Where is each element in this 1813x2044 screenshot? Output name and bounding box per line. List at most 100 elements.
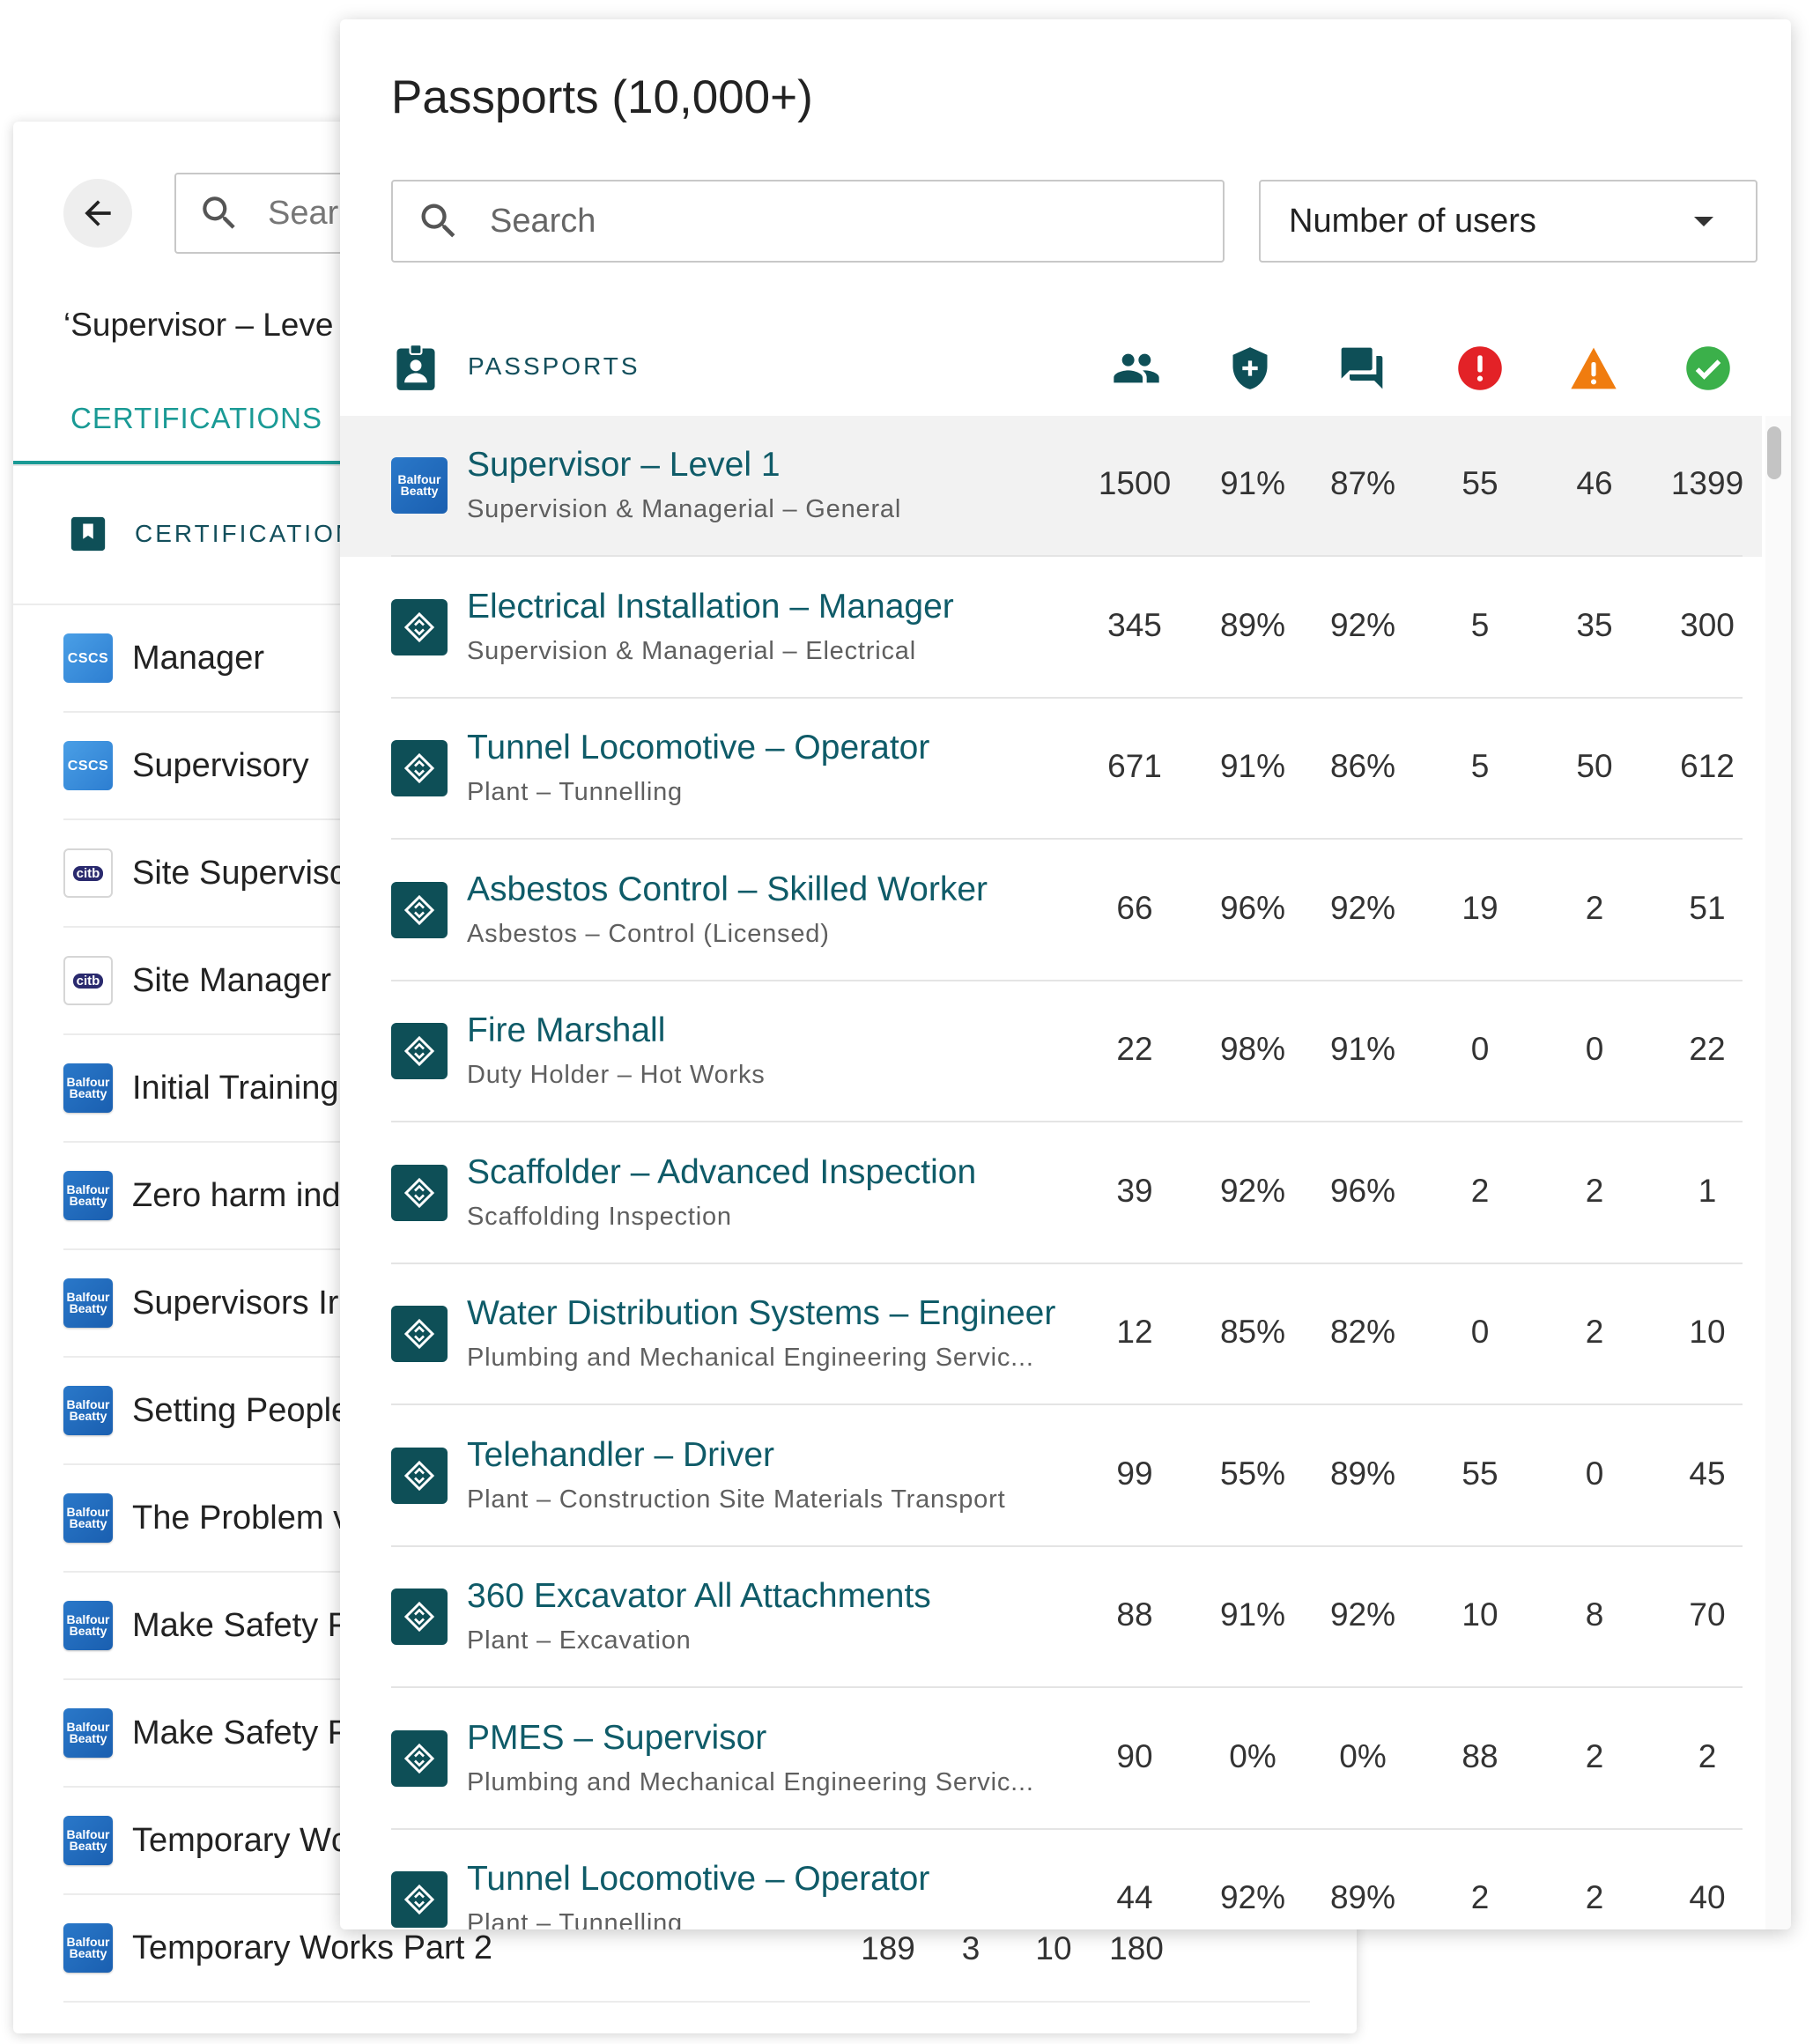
row-divider <box>391 980 1743 981</box>
scrollbar-thumb[interactable] <box>1767 426 1781 479</box>
passport-subtitle: Plant – Tunnelling <box>467 778 683 806</box>
valid-count: 40 <box>1689 1879 1726 1915</box>
passport-row[interactable]: Tunnel Locomotive – Operator Plant – Tunn… <box>340 699 1762 840</box>
row-divider <box>391 1403 1743 1405</box>
search-icon <box>421 204 455 238</box>
warning-count: 2 <box>1585 1879 1604 1915</box>
warning-count: 0 <box>1585 1031 1604 1067</box>
check-circle-icon <box>1684 344 1733 393</box>
search-placeholder: Search <box>490 202 596 240</box>
passport-subtitle: Plumbing and Mechanical Engineering Serv… <box>467 1768 1034 1796</box>
passport-row[interactable]: Asbestos Control – Skilled Worker Asbesto… <box>340 841 1762 981</box>
warning-count: 46 <box>1576 465 1613 501</box>
warning-count: 8 <box>1585 1596 1604 1633</box>
passport-row[interactable]: Tunnel Locomotive – Operator Plant – Tunn… <box>340 1830 1762 1929</box>
balfour-beatty-logo: Balfour Beatty <box>63 1923 113 1973</box>
stat-cell: 3 <box>961 1930 980 1966</box>
passport-title[interactable]: Telehandler – Driver <box>467 1436 775 1474</box>
warning-icon <box>1569 344 1618 393</box>
compliance-percent: 89% <box>1219 607 1286 643</box>
balfour-beatty-logo: Balfour Beatty <box>63 1493 113 1543</box>
passport-title[interactable]: Supervisor – Level 1 <box>467 446 781 484</box>
passport-subtitle: Scaffolding Inspection <box>467 1203 732 1231</box>
passport-title[interactable]: Asbestos Control – Skilled Worker <box>467 870 988 908</box>
passport-row[interactable]: Scaffolder – Advanced Inspection Scaffold… <box>340 1123 1762 1264</box>
users-count: 1500 <box>1098 465 1172 501</box>
users-icon <box>1112 344 1161 393</box>
passport-subtitle: Plant – Construction Site Materials Tran… <box>467 1485 1006 1514</box>
certification-row[interactable]: Balfour Beatty Temporary Works Part 2 189 3… <box>63 1895 1310 2003</box>
tab-certifications[interactable]: CERTIFICATIONS <box>70 402 322 434</box>
passports-search-input[interactable]: Search <box>391 180 1225 263</box>
passport-row[interactable]: Electrical Installation – Manager Supervi… <box>340 558 1762 699</box>
passport-icon <box>391 1306 448 1362</box>
passports-list: Balfour Beatty Supervisor – Level 1 Superv… <box>340 416 1791 1929</box>
passport-title[interactable]: Scaffolder – Advanced Inspection <box>467 1153 977 1191</box>
active-tab-indicator <box>13 461 366 464</box>
balfour-beatty-logo: Balfour Beatty <box>63 1601 113 1650</box>
error-count: 5 <box>1470 607 1490 643</box>
chat-icon <box>1337 344 1387 393</box>
certification-name: Make Safety F <box>132 1606 348 1644</box>
passport-subtitle: Supervision & Managerial – General <box>467 495 902 523</box>
passport-subtitle: Plant – Tunnelling <box>467 1909 683 1929</box>
sort-select-value: Number of users <box>1289 202 1536 240</box>
arrow-left-icon <box>85 200 111 226</box>
passports-column-header: PASSPORTS <box>340 319 1791 416</box>
passport-title[interactable]: Water Distribution Systems – Engineer <box>467 1294 1056 1332</box>
error-count: 55 <box>1462 1455 1498 1492</box>
engagement-percent: 91% <box>1329 1031 1396 1067</box>
passport-icon <box>391 1589 448 1645</box>
valid-count: 612 <box>1680 748 1735 784</box>
certification-name: Initial Training <box>132 1069 339 1107</box>
passport-row[interactable]: Telehandler – Driver Plant – Construction… <box>340 1406 1762 1547</box>
compliance-percent: 0% <box>1229 1738 1276 1774</box>
warning-count: 2 <box>1585 1314 1604 1350</box>
row-divider <box>391 1828 1743 1830</box>
row-divider <box>391 1263 1743 1264</box>
compliance-percent: 91% <box>1219 1596 1286 1633</box>
compliance-percent: 96% <box>1219 890 1286 926</box>
passport-title[interactable]: Electrical Installation – Manager <box>467 588 954 626</box>
passport-row[interactable]: Water Distribution Systems – Engineer Plu… <box>340 1264 1762 1405</box>
passport-title[interactable]: Fire Marshall <box>467 1011 666 1049</box>
passport-title[interactable]: Tunnel Locomotive – Operator <box>467 1860 930 1898</box>
certification-name: Site Manager <box>132 961 332 999</box>
error-count: 0 <box>1470 1031 1490 1067</box>
valid-count: 10 <box>1689 1314 1726 1350</box>
scrollbar-track[interactable] <box>1765 416 1791 1929</box>
citb-logo: citb <box>63 848 113 898</box>
users-count: 22 <box>1116 1031 1153 1067</box>
passport-row[interactable]: Balfour Beatty Supervisor – Level 1 Superv… <box>340 416 1762 557</box>
sort-select[interactable]: Number of users <box>1259 180 1758 263</box>
search-placeholder: Sear <box>268 194 339 232</box>
back-button[interactable] <box>63 179 132 248</box>
engagement-percent: 96% <box>1329 1173 1396 1209</box>
valid-count: 300 <box>1680 607 1735 643</box>
row-divider <box>391 1121 1743 1122</box>
certification-name: Temporary Works Part 2 <box>132 1929 492 1966</box>
error-count: 2 <box>1470 1879 1490 1915</box>
users-count: 12 <box>1116 1314 1153 1350</box>
row-divider <box>391 555 1743 557</box>
certification-name: Supervisory <box>132 746 309 784</box>
error-icon <box>1455 344 1505 393</box>
passport-row[interactable]: 360 Excavator All Attachments Plant – Exc… <box>340 1547 1762 1688</box>
row-divider <box>391 838 1743 840</box>
engagement-percent: 92% <box>1329 607 1396 643</box>
passport-icon <box>391 599 448 655</box>
passport-title[interactable]: Tunnel Locomotive – Operator <box>467 729 930 766</box>
compliance-percent: 98% <box>1219 1031 1286 1067</box>
passport-subtitle: Plant – Excavation <box>467 1626 692 1655</box>
passport-row[interactable]: Fire Marshall Duty Holder – Hot Works 22 98… <box>340 981 1762 1122</box>
cscs-logo: CSCS <box>63 741 113 790</box>
row-divider <box>391 697 1743 699</box>
certification-row[interactable]: Balfour Beatty Make Safety F <box>63 1573 1310 1680</box>
balfour-beatty-logo: Balfour Beatty <box>63 1708 113 1758</box>
passport-title[interactable]: PMES – Supervisor <box>467 1719 767 1757</box>
page-title: ‘Supervisor – Leve <box>63 307 334 343</box>
passport-row[interactable]: PMES – Supervisor Plumbing and Mechanical… <box>340 1689 1762 1830</box>
valid-count: 2 <box>1698 1738 1717 1774</box>
passport-title[interactable]: 360 Excavator All Attachments <box>467 1577 931 1615</box>
passport-icon <box>391 1730 448 1787</box>
